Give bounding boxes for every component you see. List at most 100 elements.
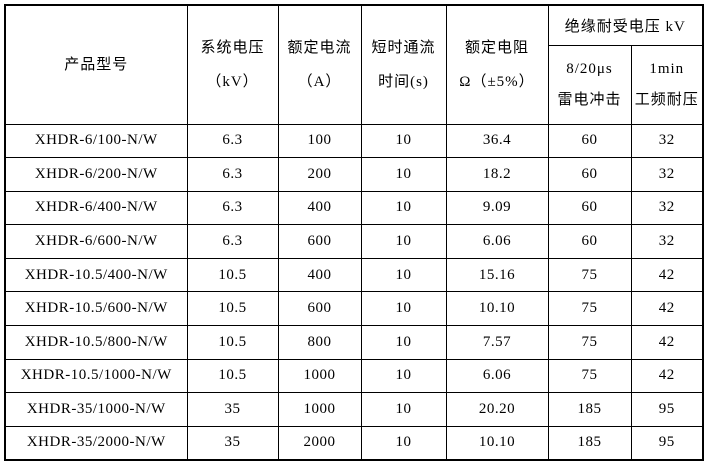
- header-product-model: 产品型号: [4, 4, 188, 125]
- cell-short-time-duration: 10: [360, 157, 447, 192]
- table-row: XHDR-6/400-N/W 6.3 400 10 9.09 60 32: [4, 190, 704, 226]
- cell-rated-current: 1000: [277, 392, 362, 427]
- cell-lightning-impulse: 60: [547, 190, 632, 226]
- cell-rated-resistance: 7.57: [445, 325, 549, 360]
- header-lightning-impulse: 8/20μs 雷电冲击: [547, 44, 632, 125]
- header-row-top: 产品型号 系统电压 （kV） 额定电流 （A） 短时通流 时间(s) 额定电阻 …: [4, 4, 704, 125]
- cell-system-voltage: 10.5: [186, 291, 279, 327]
- table-row: XHDR-10.5/400-N/W 10.5 400 10 15.16 75 42: [4, 257, 704, 293]
- cell-system-voltage: 35: [186, 392, 279, 427]
- cell-lightning-impulse: 75: [547, 257, 632, 293]
- table-row: XHDR-10.5/800-N/W 10.5 800 10 7.57 75 42: [4, 325, 704, 360]
- cell-rated-current: 100: [277, 123, 362, 159]
- cell-short-time-duration: 10: [360, 224, 447, 259]
- cell-short-time-duration: 10: [360, 190, 447, 226]
- cell-product-model: XHDR-6/400-N/W: [4, 190, 188, 226]
- header-power-frequency-withstand: 1min 工频耐压: [630, 44, 704, 125]
- cell-lightning-impulse: 185: [547, 392, 632, 427]
- header-line: 1min: [649, 60, 685, 77]
- cell-short-time-duration: 10: [360, 325, 447, 360]
- table-row: XHDR-6/100-N/W 6.3 100 10 36.4 60 32: [4, 123, 704, 159]
- cell-system-voltage: 10.5: [186, 358, 279, 394]
- cell-power-frequency-withstand: 42: [630, 358, 704, 394]
- header-system-voltage: 系统电压 （kV）: [186, 4, 279, 125]
- cell-rated-resistance: 6.06: [445, 358, 549, 394]
- header-line: 系统电压: [200, 39, 265, 56]
- header-rated-current: 额定电流 （A）: [277, 4, 362, 125]
- cell-power-frequency-withstand: 95: [630, 392, 704, 427]
- cell-rated-current: 800: [277, 325, 362, 360]
- cell-rated-resistance: 9.09: [445, 190, 549, 226]
- cell-product-model: XHDR-35/2000-N/W: [4, 425, 188, 461]
- header-line: 时间(s): [378, 73, 429, 90]
- table-body: XHDR-6/100-N/W 6.3 100 10 36.4 60 32 XHDR-6/200…: [4, 123, 704, 461]
- cell-system-voltage: 6.3: [186, 224, 279, 259]
- cell-short-time-duration: 10: [360, 123, 447, 159]
- cell-product-model: XHDR-10.5/600-N/W: [4, 291, 188, 327]
- cell-system-voltage: 10.5: [186, 325, 279, 360]
- cell-system-voltage: 6.3: [186, 123, 279, 159]
- table-row: XHDR-10.5/600-N/W 10.5 600 10 10.10 75 42: [4, 291, 704, 327]
- header-rated-resistance: 额定电阻 Ω（±5%）: [445, 4, 549, 125]
- header-row-sub: 8/20μs 雷电冲击 1min 工频耐压: [5, 44, 704, 125]
- table-row: XHDR-35/2000-N/W 35 2000 10 10.10 185 95: [4, 425, 704, 461]
- cell-power-frequency-withstand: 95: [630, 425, 704, 461]
- cell-lightning-impulse: 75: [547, 325, 632, 360]
- header-line: 额定电阻: [464, 39, 529, 56]
- table-header: 产品型号 系统电压 （kV） 额定电流 （A） 短时通流 时间(s) 额定电阻 …: [4, 4, 704, 125]
- cell-rated-current: 200: [277, 157, 362, 192]
- cell-rated-current: 1000: [277, 358, 362, 394]
- cell-short-time-duration: 10: [360, 425, 447, 461]
- cell-lightning-impulse: 60: [547, 157, 632, 192]
- cell-short-time-duration: 10: [360, 358, 447, 394]
- cell-product-model: XHDR-10.5/400-N/W: [4, 257, 188, 293]
- cell-power-frequency-withstand: 42: [630, 257, 704, 293]
- cell-short-time-duration: 10: [360, 392, 447, 427]
- header-line: 额定电流: [287, 39, 352, 56]
- cell-rated-current: 2000: [277, 425, 362, 461]
- cell-short-time-duration: 10: [360, 291, 447, 327]
- cell-power-frequency-withstand: 32: [630, 123, 704, 159]
- cell-rated-current: 600: [277, 291, 362, 327]
- cell-power-frequency-withstand: 32: [630, 157, 704, 192]
- cell-lightning-impulse: 75: [547, 291, 632, 327]
- header-short-time-duration: 短时通流 时间(s): [360, 4, 447, 125]
- cell-rated-resistance: 10.10: [445, 291, 549, 327]
- header-insulation-withstand-group: 绝缘耐受电压 kV: [547, 4, 704, 46]
- cell-power-frequency-withstand: 32: [630, 190, 704, 226]
- cell-rated-resistance: 20.20: [445, 392, 549, 427]
- table-row: XHDR-35/1000-N/W 35 1000 10 20.20 185 95: [4, 392, 704, 427]
- cell-system-voltage: 35: [186, 425, 279, 461]
- table-row: XHDR-6/600-N/W 6.3 600 10 6.06 60 32: [4, 224, 704, 259]
- cell-lightning-impulse: 185: [547, 425, 632, 461]
- header-line: 8/20μs: [566, 60, 613, 77]
- cell-power-frequency-withstand: 42: [630, 291, 704, 327]
- cell-lightning-impulse: 60: [547, 123, 632, 159]
- cell-rated-resistance: 15.16: [445, 257, 549, 293]
- cell-system-voltage: 6.3: [186, 157, 279, 192]
- cell-rated-resistance: 10.10: [445, 425, 549, 461]
- header-line: （kV）: [206, 73, 259, 90]
- cell-lightning-impulse: 60: [547, 224, 632, 259]
- cell-power-frequency-withstand: 32: [630, 224, 704, 259]
- header-line: 雷电冲击: [557, 91, 622, 108]
- cell-power-frequency-withstand: 42: [630, 325, 704, 360]
- product-spec-table: 产品型号 系统电压 （kV） 额定电流 （A） 短时通流 时间(s) 额定电阻 …: [4, 4, 704, 461]
- header-line: 短时通流: [371, 39, 436, 56]
- cell-product-model: XHDR-10.5/1000-N/W: [4, 358, 188, 394]
- cell-rated-current: 600: [277, 224, 362, 259]
- table-row: XHDR-6/200-N/W 6.3 200 10 18.2 60 32: [4, 157, 704, 192]
- header-line: 产品型号: [64, 56, 129, 73]
- cell-system-voltage: 10.5: [186, 257, 279, 293]
- cell-rated-current: 400: [277, 257, 362, 293]
- cell-product-model: XHDR-6/200-N/W: [4, 157, 188, 192]
- cell-short-time-duration: 10: [360, 257, 447, 293]
- cell-rated-resistance: 36.4: [445, 123, 549, 159]
- table-row: XHDR-10.5/1000-N/W 10.5 1000 10 6.06 75 42: [4, 358, 704, 394]
- cell-product-model: XHDR-10.5/800-N/W: [4, 325, 188, 360]
- cell-product-model: XHDR-6/100-N/W: [4, 123, 188, 159]
- cell-product-model: XHDR-6/600-N/W: [4, 224, 188, 259]
- header-line: 工频耐压: [634, 91, 699, 108]
- header-line: （A）: [297, 73, 342, 90]
